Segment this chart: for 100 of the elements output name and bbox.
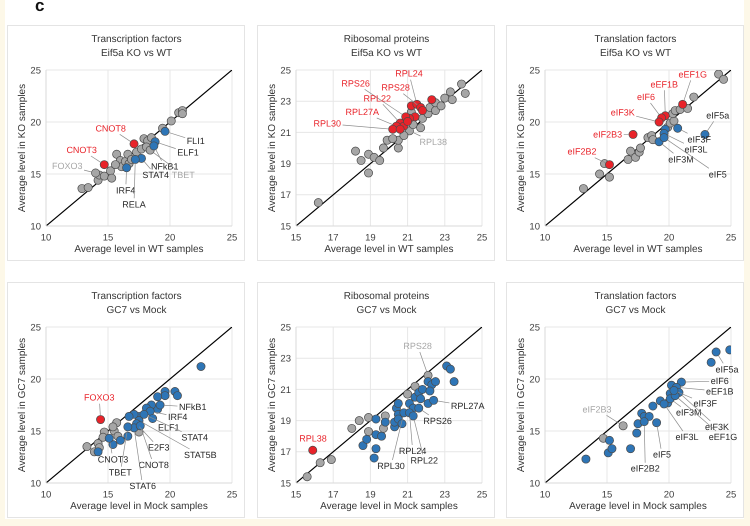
annotation: IRF4 bbox=[168, 412, 188, 422]
point bbox=[104, 434, 114, 443]
x-tick-label: 15 bbox=[602, 232, 612, 244]
point bbox=[436, 101, 446, 110]
x-tick-label: 15 bbox=[102, 490, 114, 501]
x-axis-title: Average level in WT samples bbox=[573, 244, 703, 255]
x-tick-label: 20 bbox=[664, 490, 674, 501]
point bbox=[178, 109, 187, 118]
y-tick-label: 21 bbox=[280, 384, 291, 396]
point bbox=[416, 123, 426, 132]
point bbox=[100, 172, 109, 181]
y-tick-label: 19 bbox=[280, 158, 291, 170]
annotation: eIF5 bbox=[708, 169, 727, 180]
chart-title: Transcription factors bbox=[91, 291, 182, 302]
point bbox=[347, 424, 356, 433]
x-tick-label: 25 bbox=[226, 490, 238, 501]
y-axis-title: Average level in GC7 samples bbox=[267, 338, 278, 472]
y-tick-label: 23 bbox=[280, 96, 291, 108]
x-tick-label: 17 bbox=[328, 232, 338, 244]
annotation: RPS26 bbox=[341, 78, 370, 88]
annotation: eIF3L bbox=[675, 432, 699, 442]
annotation: RPL27A bbox=[450, 401, 484, 411]
point bbox=[326, 455, 336, 464]
point bbox=[414, 404, 424, 413]
x-tick-label: 15 bbox=[290, 232, 302, 244]
annotation: STAT5B bbox=[184, 450, 217, 460]
y-tick-label: 20 bbox=[30, 374, 41, 386]
chart-title: Ribosomal proteins bbox=[344, 291, 430, 302]
point bbox=[172, 391, 182, 400]
y-tick-label: 15 bbox=[529, 169, 540, 180]
x-tick-label: 15 bbox=[602, 490, 612, 501]
x-axis-title: Average level in Mock samples bbox=[70, 501, 208, 512]
annotation: NFkB1 bbox=[150, 162, 178, 172]
chart-subtitle: Eif5a KO vs WT bbox=[600, 48, 672, 59]
annotation: eIF6 bbox=[710, 376, 729, 386]
annotation: CNOT8 bbox=[138, 460, 169, 470]
annotation: eIF2B2 bbox=[630, 464, 660, 474]
x-tick-label: 20 bbox=[664, 232, 674, 244]
x-tick-label: 19 bbox=[365, 490, 376, 501]
x-tick-label: 10 bbox=[40, 232, 52, 244]
annotation: RPL24 bbox=[395, 68, 423, 79]
x-tick-label: 25 bbox=[726, 490, 736, 501]
annotation: eEF1G bbox=[678, 69, 707, 80]
y-tick-label: 15 bbox=[30, 426, 41, 438]
point bbox=[124, 412, 134, 421]
annotation: RELA bbox=[122, 199, 146, 210]
point bbox=[446, 364, 455, 374]
point bbox=[418, 106, 427, 116]
point bbox=[372, 444, 380, 454]
annotation: CNOT3 bbox=[98, 454, 128, 464]
point bbox=[377, 432, 386, 441]
annotation: eEF1B bbox=[706, 386, 734, 396]
point bbox=[427, 95, 436, 104]
point bbox=[626, 146, 636, 156]
point bbox=[362, 434, 372, 444]
x-tick-label: 15 bbox=[290, 490, 302, 501]
annotation: STAT6 bbox=[129, 481, 156, 491]
y-tick-label: 25 bbox=[30, 322, 41, 334]
x-tick-label: 21 bbox=[402, 232, 413, 244]
chart-subtitle: Eif5a KO vs WT bbox=[350, 48, 422, 59]
annotation: eIF6 bbox=[636, 92, 656, 102]
annotation: RPL27A bbox=[346, 107, 380, 117]
point bbox=[448, 95, 457, 104]
y-tick-label: 20 bbox=[529, 374, 540, 386]
y-tick-label: 17 bbox=[280, 447, 291, 458]
point bbox=[660, 400, 668, 408]
x-axis-title: Average level in Mock samples bbox=[569, 501, 707, 512]
point bbox=[628, 130, 638, 139]
point bbox=[719, 74, 728, 84]
x-tick-label: 17 bbox=[328, 490, 338, 501]
point bbox=[595, 170, 604, 178]
point bbox=[160, 126, 170, 136]
annotation: eIF5 bbox=[652, 450, 672, 460]
point bbox=[166, 116, 176, 126]
point bbox=[378, 144, 388, 152]
annotation: ELF1 bbox=[158, 422, 180, 433]
chart-subtitle: Eif5a KO vs WT bbox=[100, 48, 172, 59]
point bbox=[450, 377, 459, 386]
annotation: eEF1G bbox=[708, 432, 738, 442]
point bbox=[149, 141, 158, 150]
y-tick-label: 17 bbox=[280, 190, 291, 202]
chart-title: Ribosomal proteins bbox=[344, 34, 430, 45]
annotation: RPL30 bbox=[377, 461, 405, 471]
x-tick-label: 23 bbox=[440, 490, 450, 501]
point bbox=[399, 131, 408, 140]
annotation: E2F3 bbox=[148, 442, 170, 453]
point bbox=[358, 441, 368, 450]
y-tick-label: 25 bbox=[529, 65, 540, 76]
point bbox=[418, 384, 427, 394]
y-tick-label: 20 bbox=[529, 117, 540, 128]
annotation: eIF3F bbox=[694, 398, 718, 409]
annotation: RPS28 bbox=[381, 82, 410, 93]
point bbox=[196, 362, 206, 371]
point bbox=[605, 160, 614, 170]
x-tick-label: 20 bbox=[164, 490, 176, 501]
point bbox=[670, 386, 678, 395]
annotation: CNOT3 bbox=[66, 145, 97, 155]
point bbox=[82, 442, 92, 452]
annotation: FOXO3 bbox=[84, 392, 115, 403]
x-tick-label: 10 bbox=[40, 490, 52, 501]
